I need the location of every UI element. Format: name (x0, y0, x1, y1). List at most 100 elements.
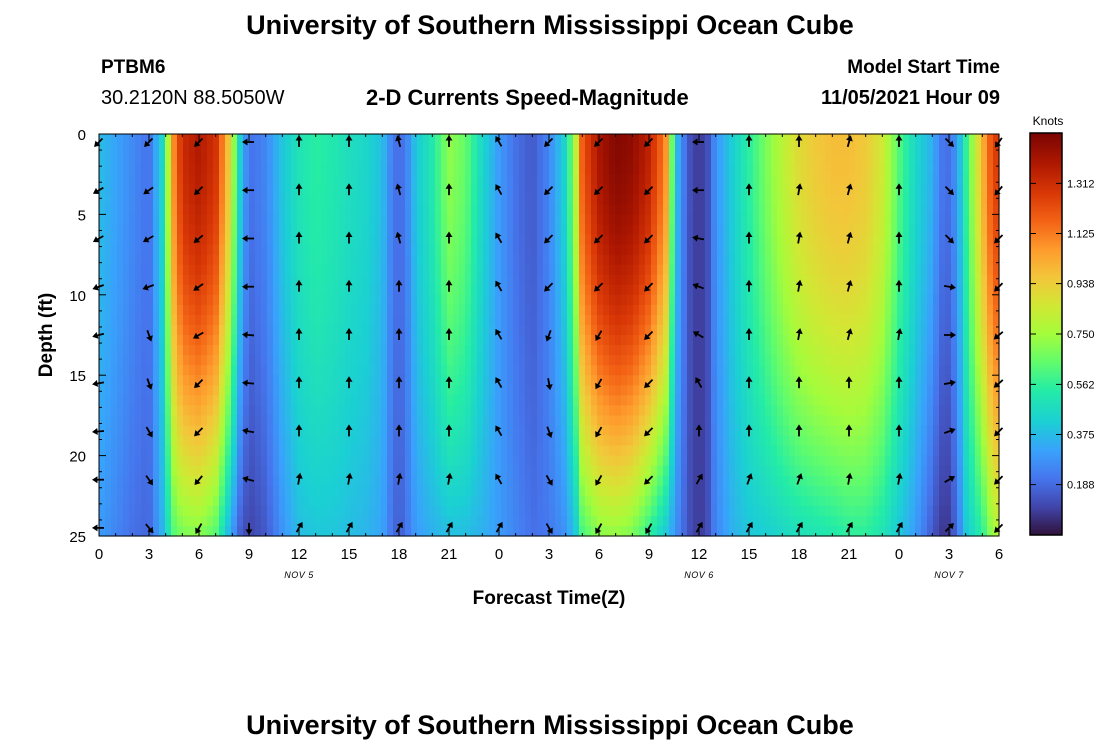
heatmap-cell (591, 314, 598, 326)
heatmap-cell (207, 355, 214, 366)
heatmap-cell (747, 385, 754, 396)
heatmap-cell (531, 475, 538, 487)
heatmap-cell (225, 234, 232, 246)
heatmap-cell (291, 365, 298, 376)
heatmap-cell (123, 164, 130, 175)
heatmap-cell (99, 365, 106, 376)
heatmap-cell (789, 194, 796, 205)
heatmap-cell (339, 234, 346, 246)
heatmap-cell (201, 475, 208, 487)
heatmap-cell (699, 174, 706, 185)
heatmap-cell (471, 264, 478, 276)
heatmap-cell (465, 395, 472, 406)
heatmap-cell (771, 385, 778, 396)
heatmap-cell (279, 284, 286, 296)
heatmap-cell (393, 324, 400, 336)
heatmap-cell (351, 214, 358, 226)
heatmap-cell (615, 335, 622, 346)
heatmap-cell (243, 224, 250, 236)
heatmap-cell (399, 495, 406, 507)
heatmap-cell (615, 254, 622, 266)
heatmap-cell (339, 365, 346, 376)
heatmap-cell (561, 194, 568, 205)
heatmap-cell (225, 385, 232, 396)
heatmap-cell (645, 485, 652, 497)
heatmap-cell (819, 164, 826, 175)
heatmap-cell (825, 214, 832, 226)
heatmap-cell (381, 485, 388, 497)
heatmap-cell (393, 425, 400, 437)
heatmap-cell (507, 475, 514, 487)
heatmap-cell (267, 184, 274, 195)
heatmap-cell (609, 134, 616, 145)
heatmap-cell (153, 194, 160, 205)
heatmap-cell (357, 495, 364, 507)
heatmap-cell (129, 324, 136, 336)
heatmap-cell (729, 134, 736, 145)
heatmap-cell (597, 335, 604, 346)
heatmap-cell (681, 244, 688, 256)
heatmap-cell (351, 345, 358, 356)
heatmap-cell (207, 515, 214, 527)
heatmap-cell (171, 324, 178, 336)
heatmap-cell (159, 234, 166, 246)
heatmap-cell (435, 134, 442, 145)
heatmap-cell (699, 465, 706, 477)
heatmap-cell (693, 495, 700, 507)
heatmap-cell (621, 365, 628, 376)
heatmap-cell (621, 425, 628, 437)
heatmap-cell (123, 425, 130, 437)
heatmap-cell (543, 355, 550, 366)
heatmap-cell (585, 304, 592, 316)
heatmap-cell (507, 375, 514, 386)
heatmap-cell (831, 355, 838, 366)
heatmap-cell (819, 475, 826, 487)
heatmap-cell (513, 345, 520, 356)
heatmap-cell (549, 244, 556, 256)
heatmap-cell (675, 395, 682, 406)
heatmap-cell (807, 375, 814, 386)
heatmap-cell (819, 324, 826, 336)
heatmap-cell (777, 505, 784, 517)
heatmap-cell (261, 365, 268, 376)
heatmap-cell (567, 184, 574, 195)
heatmap-cell (375, 304, 382, 316)
heatmap-cell (303, 405, 310, 416)
heatmap-cell (177, 495, 184, 507)
heatmap-cell (465, 244, 472, 256)
heatmap-cell (741, 405, 748, 416)
heatmap-cell (459, 445, 466, 457)
heatmap-cell (291, 204, 298, 215)
heatmap-cell (153, 435, 160, 447)
heatmap-cell (711, 405, 718, 416)
heatmap-cell (423, 274, 430, 286)
heatmap-cell (807, 324, 814, 336)
heatmap-cell (411, 254, 418, 266)
heatmap-cell (711, 475, 718, 487)
heatmap-cell (687, 224, 694, 236)
heatmap-cell (393, 174, 400, 185)
heatmap-cell (531, 505, 538, 517)
heatmap-cell (777, 525, 784, 537)
heatmap-cell (405, 445, 412, 457)
heatmap-cell (831, 385, 838, 396)
heatmap-cell (429, 264, 436, 276)
heatmap-cell (783, 415, 790, 427)
heatmap-cell (783, 405, 790, 416)
heatmap-cell (429, 234, 436, 246)
heatmap-cell (333, 264, 340, 276)
heatmap-cell (615, 234, 622, 246)
heatmap-cell (255, 515, 262, 527)
heatmap-cell (525, 234, 532, 246)
heatmap-cell (615, 485, 622, 497)
heatmap-cell (807, 445, 814, 457)
heatmap-cell (723, 445, 730, 457)
heatmap-cell (519, 304, 526, 316)
heatmap-cell (729, 355, 736, 366)
heatmap-cell (819, 214, 826, 226)
heatmap-cell (495, 154, 502, 165)
heatmap-cell (453, 465, 460, 477)
heatmap-cell (579, 365, 586, 376)
heatmap-cell (303, 294, 310, 306)
heatmap-cell (423, 335, 430, 346)
